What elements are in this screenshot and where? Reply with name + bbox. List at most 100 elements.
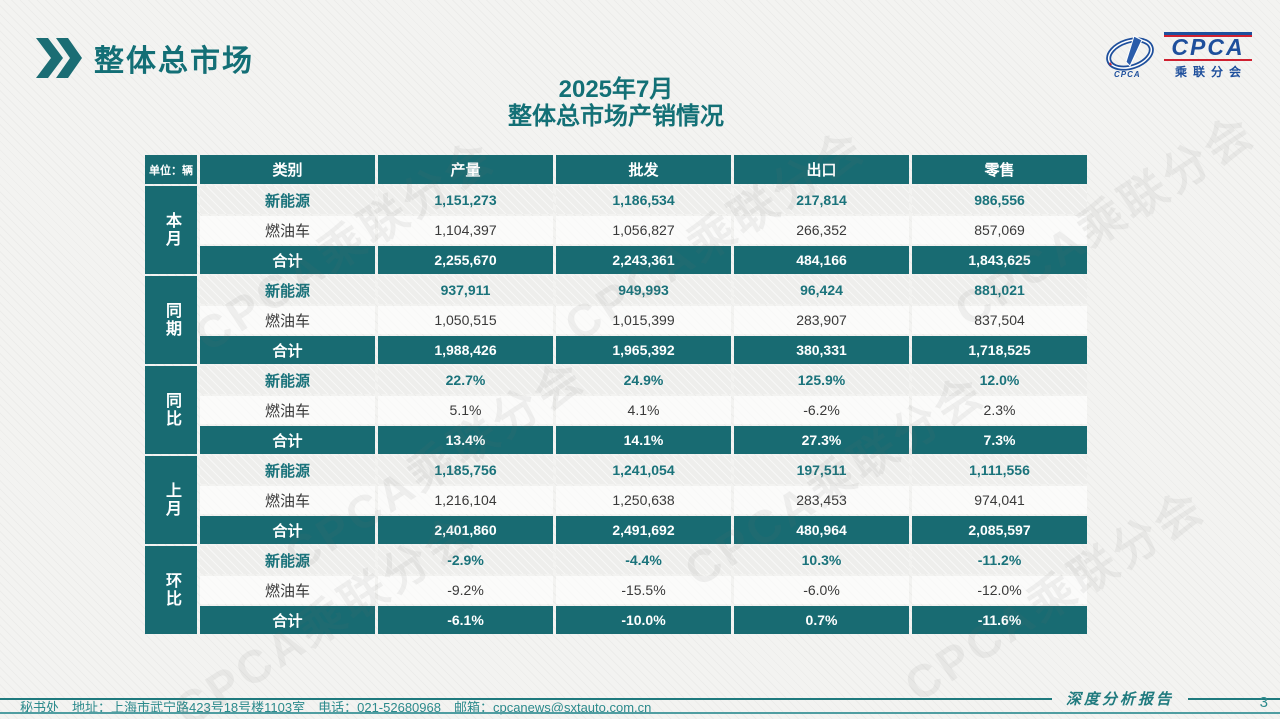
value-cell: 986,556 xyxy=(912,186,1087,214)
value-cell: 27.3% xyxy=(734,426,909,454)
table-header-row: 单位：辆 类别 产量 批发 出口 零售 xyxy=(145,155,1087,184)
row-group-same-period: 同期 新能源 937,911 949,993 96,424 881,021 燃油… xyxy=(145,276,1087,364)
value-cell: 96,424 xyxy=(734,276,909,304)
value-cell: 1,151,273 xyxy=(378,186,553,214)
slide-title-line1: 2025年7月 xyxy=(558,76,674,103)
footer-bottom-rule xyxy=(0,712,1280,714)
value-cell: 283,453 xyxy=(734,486,909,514)
category-cell: 合计 xyxy=(200,516,375,544)
logo-mark-caption: CPCA xyxy=(1114,70,1141,79)
value-cell: -2.9% xyxy=(378,546,553,574)
row-group-last-month: 上月 新能源 1,185,756 1,241,054 197,511 1,111… xyxy=(145,456,1087,544)
value-cell: 484,166 xyxy=(734,246,909,274)
value-cell: 2.3% xyxy=(912,396,1087,424)
value-cell: 1,111,556 xyxy=(912,456,1087,484)
category-cell: 燃油车 xyxy=(200,576,375,604)
value-cell: 12.0% xyxy=(912,366,1087,394)
value-cell: -11.2% xyxy=(912,546,1087,574)
cpca-logo-text: CPCA 乘联分会 xyxy=(1164,32,1252,80)
row-group-label: 同期 xyxy=(145,276,197,364)
value-cell: 197,511 xyxy=(734,456,909,484)
value-cell: 2,085,597 xyxy=(912,516,1087,544)
category-cell: 新能源 xyxy=(200,546,375,574)
value-cell: -6.2% xyxy=(734,396,909,424)
value-cell: 125.9% xyxy=(734,366,909,394)
value-cell: 22.7% xyxy=(378,366,553,394)
row-group-label: 环比 xyxy=(145,546,197,634)
cpca-logo-swoosh-icon: CPCA xyxy=(1106,35,1154,79)
value-cell: 7.3% xyxy=(912,426,1087,454)
category-cell: 燃油车 xyxy=(200,486,375,514)
category-cell: 新能源 xyxy=(200,276,375,304)
page-number: 3 xyxy=(1259,694,1268,711)
col-header-category: 类别 xyxy=(200,155,375,184)
cpca-logo: CPCA CPCA 乘联分会 xyxy=(1104,32,1252,80)
double-chevron-icon xyxy=(36,38,82,78)
section-title: 整体总市场 xyxy=(94,45,254,78)
category-cell: 新能源 xyxy=(200,366,375,394)
value-cell: 1,988,426 xyxy=(378,336,553,364)
value-cell: -11.6% xyxy=(912,606,1087,634)
value-cell: 1,241,054 xyxy=(556,456,731,484)
value-cell: 14.1% xyxy=(556,426,731,454)
row-group-label: 上月 xyxy=(145,456,197,544)
row-group-label: 本月 xyxy=(145,186,197,274)
value-cell: 217,814 xyxy=(734,186,909,214)
value-cell: 2,491,692 xyxy=(556,516,731,544)
col-header-production: 产量 xyxy=(378,155,553,184)
value-cell: 1,216,104 xyxy=(378,486,553,514)
category-cell: 新能源 xyxy=(200,186,375,214)
value-cell: 949,993 xyxy=(556,276,731,304)
category-cell: 合计 xyxy=(200,246,375,274)
row-group-label: 同比 xyxy=(145,366,197,454)
footer-rule-line xyxy=(1188,697,1280,700)
value-cell: 974,041 xyxy=(912,486,1087,514)
value-cell: 2,401,860 xyxy=(378,516,553,544)
value-cell: 1,050,515 xyxy=(378,306,553,334)
footer-rule-line xyxy=(0,697,1052,700)
value-cell: 1,186,534 xyxy=(556,186,731,214)
slide-title: 2025年7月 整体总市场产销情况 xyxy=(145,76,1087,131)
col-header-export: 出口 xyxy=(734,155,909,184)
slide-title-line2: 整体总市场产销情况 xyxy=(508,103,724,130)
footer-rule: 深度分析报告 xyxy=(0,688,1280,709)
value-cell: 2,243,361 xyxy=(556,246,731,274)
value-cell: 837,504 xyxy=(912,306,1087,334)
value-cell: 10.3% xyxy=(734,546,909,574)
value-cell: -10.0% xyxy=(556,606,731,634)
value-cell: 1,015,399 xyxy=(556,306,731,334)
category-cell: 燃油车 xyxy=(200,216,375,244)
value-cell: 13.4% xyxy=(378,426,553,454)
value-cell: 0.7% xyxy=(734,606,909,634)
value-cell: 4.1% xyxy=(556,396,731,424)
section-header: 整体总市场 xyxy=(36,36,254,80)
value-cell: 266,352 xyxy=(734,216,909,244)
value-cell: 380,331 xyxy=(734,336,909,364)
value-cell: -12.0% xyxy=(912,576,1087,604)
value-cell: -9.2% xyxy=(378,576,553,604)
value-cell: 857,069 xyxy=(912,216,1087,244)
col-header-wholesale: 批发 xyxy=(556,155,731,184)
category-cell: 合计 xyxy=(200,606,375,634)
value-cell: 1,843,625 xyxy=(912,246,1087,274)
value-cell: -4.4% xyxy=(556,546,731,574)
category-cell: 新能源 xyxy=(200,456,375,484)
category-cell: 燃油车 xyxy=(200,306,375,334)
cpca-acronym: CPCA xyxy=(1164,32,1252,61)
row-group-mom: 环比 新能源 -2.9% -4.4% 10.3% -11.2% 燃油车 -9.2… xyxy=(145,546,1087,634)
category-cell: 合计 xyxy=(200,426,375,454)
col-header-retail: 零售 xyxy=(912,155,1087,184)
value-cell: 881,021 xyxy=(912,276,1087,304)
row-group-current-month: 本月 新能源 1,151,273 1,186,534 217,814 986,5… xyxy=(145,186,1087,274)
category-cell: 合计 xyxy=(200,336,375,364)
value-cell: 283,907 xyxy=(734,306,909,334)
value-cell: 1,056,827 xyxy=(556,216,731,244)
value-cell: 1,104,397 xyxy=(378,216,553,244)
cpca-cn-name: 乘联分会 xyxy=(1174,65,1247,79)
value-cell: 2,255,670 xyxy=(378,246,553,274)
value-cell: 1,185,756 xyxy=(378,456,553,484)
value-cell: -6.0% xyxy=(734,576,909,604)
value-cell: 1,718,525 xyxy=(912,336,1087,364)
row-group-yoy: 同比 新能源 22.7% 24.9% 125.9% 12.0% 燃油车 5.1%… xyxy=(145,366,1087,454)
value-cell: 937,911 xyxy=(378,276,553,304)
